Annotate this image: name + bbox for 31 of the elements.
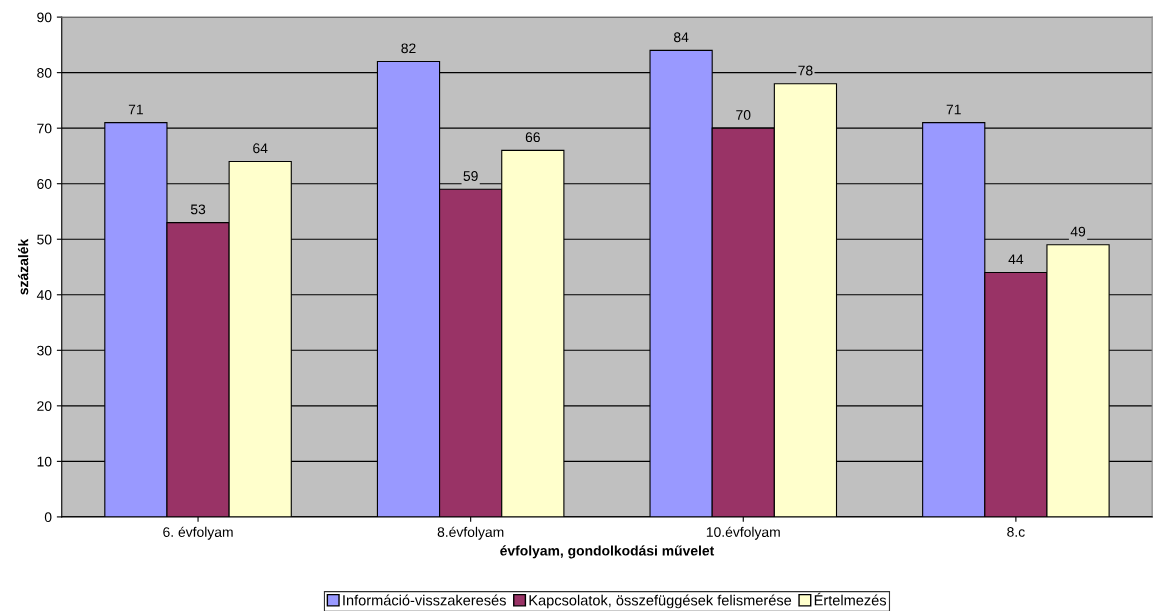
x-tick-label: 8.c	[1007, 526, 1025, 537]
data-label: 84	[673, 32, 689, 43]
legend-label: Értelmezés	[814, 592, 887, 606]
x-tick-label: 10.évfolyam	[706, 526, 780, 540]
data-label: 71	[128, 104, 143, 115]
data-label: 59	[463, 171, 478, 181]
x-tick-label: 8.évfolyam	[437, 526, 504, 540]
data-label: 53	[190, 204, 206, 215]
y-tick-label: 0	[44, 512, 52, 523]
data-label: 71	[946, 104, 961, 115]
y-tick-label: 40	[36, 290, 52, 300]
legend-label: Kapcsolatok, összefüggések felismerése	[529, 594, 792, 609]
data-label: 66	[525, 132, 540, 143]
x-tick-label: 6. évfolyam	[163, 526, 233, 540]
y-tick-label: 60	[37, 179, 52, 189]
data-label: 78	[798, 65, 813, 76]
x-axis-title: évfolyam, gondolkodási művelet	[500, 545, 715, 559]
y-tick-label: 80	[37, 67, 52, 78]
y-axis-title: százalék	[17, 238, 29, 295]
y-tick-label: 20	[37, 401, 52, 412]
data-label: 70	[736, 110, 751, 120]
y-tick-label: 30	[37, 345, 52, 356]
y-tick-label: 50	[37, 234, 52, 245]
data-label: 64	[253, 143, 268, 154]
y-tick-label: 90	[37, 12, 52, 23]
data-label: 82	[401, 43, 416, 54]
y-tick-label: 70	[37, 123, 52, 134]
legend-label: Információ-visszakeresés	[343, 594, 506, 606]
data-label: 44	[1008, 254, 1024, 265]
y-tick-label: 10	[37, 456, 52, 467]
data-label: 49	[1070, 226, 1086, 237]
